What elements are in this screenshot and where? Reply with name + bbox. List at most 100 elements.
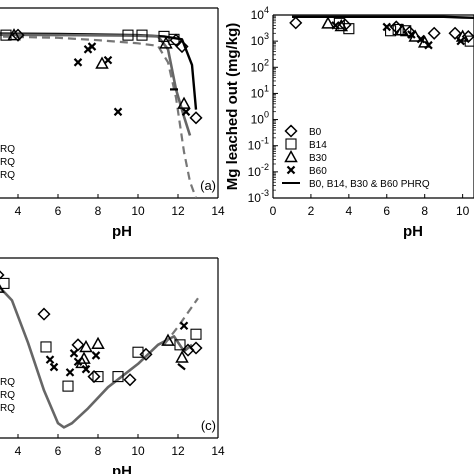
cross-marker (407, 30, 416, 39)
legend-label: RQ (0, 403, 15, 414)
x-tick-label: 4 (15, 444, 22, 458)
x-tick-label: 6 (383, 204, 390, 218)
x-tick-label: 12 (171, 204, 185, 218)
square-marker (385, 25, 397, 37)
x-tick-label: 6 (55, 204, 62, 218)
triangle-marker (161, 333, 175, 346)
y-tick-label: 104 (251, 5, 269, 22)
series-line (0, 32, 198, 110)
panel-label: (a) (200, 178, 216, 193)
diamond-marker (189, 341, 203, 355)
panel-label: (c) (201, 418, 216, 433)
data-layer (0, 28, 203, 198)
x-tick-label: 4 (346, 204, 353, 218)
x-tick-label: 6 (55, 444, 62, 458)
panel-a: 4 6 8 10 12 14 pH (a) RQ RQ RQ (0, 7, 225, 240)
x-tick-label: 14 (211, 444, 225, 458)
x-axis-label: pH (403, 223, 423, 240)
diamond-marker (389, 20, 403, 34)
diamond-marker (139, 347, 153, 361)
x-axis-label: pH (112, 463, 132, 474)
cross-marker (456, 36, 466, 46)
series-line (0, 35, 198, 198)
legend-label: RQ (0, 390, 15, 401)
diamond-marker (123, 373, 137, 387)
y-tick-label: 102 (251, 57, 269, 74)
cross-marker (65, 368, 75, 377)
data-layer (289, 15, 474, 50)
x-axis-label: pH (112, 223, 132, 240)
x-tick-label: 8 (421, 204, 428, 218)
diamond-marker (169, 33, 183, 47)
triangle-marker (79, 339, 93, 353)
square-marker (343, 23, 355, 35)
triangle-marker (177, 96, 191, 109)
triangle-marker (159, 36, 173, 49)
cross-marker (81, 364, 91, 374)
triangle-legend-marker (284, 149, 298, 163)
triangle-marker (7, 28, 21, 41)
diamond-marker (289, 16, 303, 30)
x-tick-label: 10 (131, 204, 145, 218)
cross-marker (179, 321, 189, 331)
square-marker (132, 346, 144, 358)
legend-label: B60 (309, 166, 327, 177)
diamond-marker (0, 270, 5, 280)
x-tick-label: 10 (131, 444, 145, 458)
y-tick-label: 103 (251, 31, 269, 48)
cross-legend-marker (286, 165, 296, 175)
series-line (163, 297, 199, 346)
square-marker (92, 371, 104, 383)
cross-marker (45, 355, 55, 364)
series-line (292, 15, 474, 19)
square-marker (0, 277, 10, 289)
triangle-marker (334, 18, 349, 32)
triangle-marker (321, 16, 335, 29)
y-axis-label: Mg leached out (mg/kg) (224, 23, 241, 191)
series-line (0, 285, 193, 429)
square-marker (122, 29, 134, 41)
square-marker (62, 380, 74, 392)
diamond-marker (11, 28, 25, 42)
x-tick-label: 10 (456, 204, 470, 218)
cross-marker (73, 58, 83, 67)
diamond-marker (87, 370, 101, 384)
x-tick-label: 14 (211, 204, 225, 218)
legend-label: RQ (0, 170, 15, 181)
square-legend-marker (285, 138, 297, 150)
x-tick-label: 2 (308, 204, 315, 218)
y-tick-label: 10-2 (248, 162, 269, 179)
cross-marker (49, 362, 59, 372)
legend-label: B30 (309, 153, 327, 164)
triangle-marker (395, 23, 409, 36)
triangle-marker (0, 284, 5, 293)
triangle-marker (455, 29, 470, 42)
legend-label: B0, B14, B30 & B60 PHRQ (309, 179, 430, 190)
cross-marker (331, 21, 340, 30)
y-tick-label: 10-3 (248, 188, 269, 205)
diamond-marker (189, 111, 203, 125)
cross-marker (73, 357, 83, 367)
square-marker (400, 25, 412, 37)
legend-label: RQ (0, 377, 15, 388)
legend-label: RQ (0, 144, 15, 155)
cross-marker (113, 107, 123, 117)
cross-marker (424, 40, 433, 50)
legend-label: B14 (309, 140, 327, 151)
diamond-marker (427, 26, 441, 40)
legend-label: B0 (309, 127, 322, 138)
diamond-legend-marker (284, 124, 298, 138)
triangle-marker (417, 35, 432, 48)
triangle-marker (91, 336, 105, 350)
panel-b: 0 2 4 6 8 10 pH 10-3 10-2 10-1 100 101 102 103 104 Mg l… (224, 5, 474, 240)
y-tick-label: 101 (251, 83, 269, 100)
cross-marker (103, 55, 113, 65)
y-tick-label: 100 (251, 110, 269, 127)
x-tick-label: 12 (171, 444, 185, 458)
x-tick-label: 8 (95, 204, 102, 218)
cross-marker (87, 42, 97, 51)
diamond-marker (448, 26, 462, 40)
data-layer (0, 270, 203, 429)
y-tick-label: 10-1 (248, 136, 269, 153)
